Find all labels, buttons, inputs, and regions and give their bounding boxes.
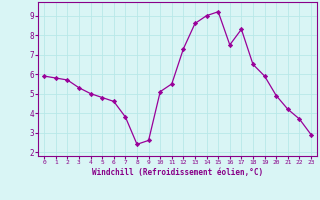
X-axis label: Windchill (Refroidissement éolien,°C): Windchill (Refroidissement éolien,°C) xyxy=(92,168,263,177)
